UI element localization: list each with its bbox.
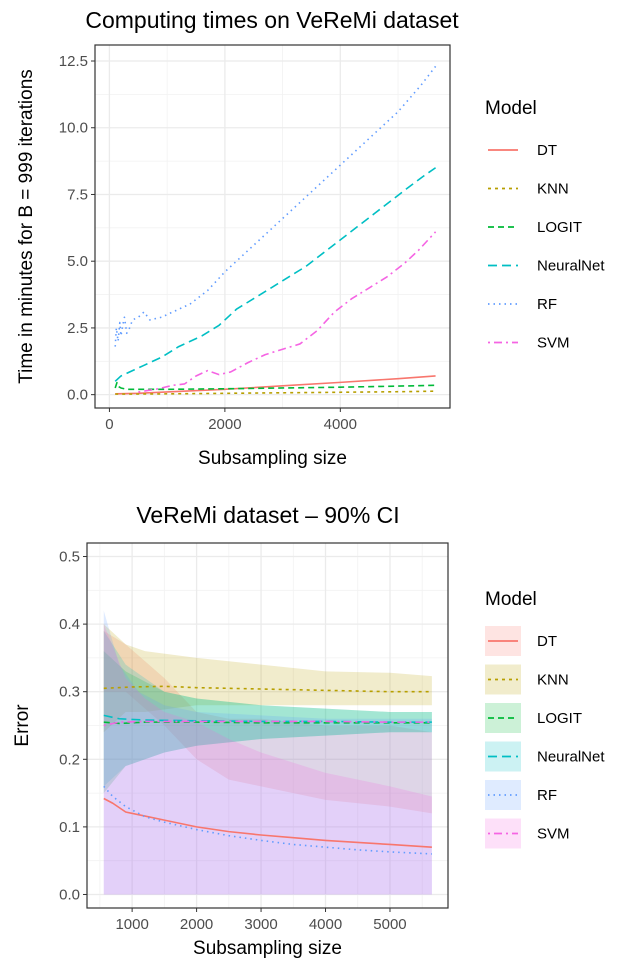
legend-label: RF <box>537 296 557 313</box>
legend-label: KNN <box>537 181 569 198</box>
y-tick-label: 5.0 <box>67 253 88 270</box>
legend-label: SVM <box>537 335 570 352</box>
series-line-knn <box>115 390 436 395</box>
chart-panel-1: 0 2000 4000 0.0 2.5 5.0 7.5 10.0 12.5 Computing t… <box>16 7 605 469</box>
plot-area <box>114 65 437 395</box>
series-line-svm <box>138 231 437 393</box>
legend-title: Model <box>485 589 537 610</box>
x-tick-label: 3000 <box>244 916 277 933</box>
series-line-dt <box>115 375 436 395</box>
x-axis-title: Subsampling size <box>198 448 347 469</box>
legend-label: NeuralNet <box>537 749 605 766</box>
y-axis-title: Error <box>12 704 33 747</box>
series-line-neuralnet <box>114 167 437 382</box>
y-tick-label: 0.4 <box>59 616 80 633</box>
legend-label: NeuralNet <box>537 258 605 275</box>
y-tick-label: 10.0 <box>59 120 88 137</box>
legend: Model DT KNN LOGIT NeuralNet RF SVM <box>485 98 605 352</box>
legend-item-svm: SVM <box>485 818 570 849</box>
x-axis-title: Subsampling size <box>193 938 342 959</box>
legend-item-rf: RF <box>485 780 557 810</box>
x-tick-label: 2000 <box>180 916 213 933</box>
y-tick-label: 2.5 <box>67 320 88 337</box>
x-tick-label: 4000 <box>324 416 357 433</box>
panel-border <box>86 542 449 909</box>
y-tick-label: 0.5 <box>59 549 80 566</box>
legend: Model DT KNN LOGIT NeuralNet RF SVM <box>485 589 605 849</box>
legend-label: LOGIT <box>537 219 582 236</box>
y-tick-label: 0.3 <box>59 684 80 701</box>
grid <box>95 45 450 408</box>
ci-band-knn <box>103 624 432 733</box>
legend-label: RF <box>537 787 557 804</box>
x-tick-label: 4000 <box>309 916 342 933</box>
legend-item-neuralnet: NeuralNet <box>488 258 605 275</box>
legend-item-svm: SVM <box>488 335 570 352</box>
series-line-rf <box>114 65 437 347</box>
ci-band-neuralnet <box>103 630 432 787</box>
y-tick-label: 0.1 <box>59 819 80 836</box>
x-tick-label: 5000 <box>373 916 406 933</box>
y-tick-label: 12.5 <box>59 53 88 70</box>
legend-item-neuralnet: NeuralNet <box>485 741 605 772</box>
legend-key-fill <box>485 780 521 810</box>
grid <box>87 543 448 908</box>
x-tick-label: 1000 <box>115 916 148 933</box>
chart-title: VeReMi dataset – 90% CI <box>136 502 399 528</box>
legend-item-dt: DT <box>485 626 557 656</box>
series-line-dt <box>103 797 432 848</box>
series-line-rf <box>103 785 432 855</box>
y-tick-label: 7.5 <box>67 186 88 203</box>
legend-item-knn: KNN <box>485 664 569 695</box>
series-line-logit <box>103 721 432 725</box>
ci-band-rf <box>103 610 432 895</box>
chart-panel-2: 1000 2000 3000 4000 5000 0.0 0.1 0.2 0.3 0.4 0.5 Ve… <box>12 502 605 959</box>
y-tick-label: 0.0 <box>59 886 80 903</box>
plot-area <box>103 610 432 895</box>
x-tick-label: 2000 <box>208 416 241 433</box>
legend-item-dt: DT <box>488 142 557 159</box>
legend-item-knn: KNN <box>488 181 569 198</box>
legend-title: Model <box>485 98 537 119</box>
y-axis-title: Time in minutes for B = 999 iterations <box>16 69 37 384</box>
legend-label: KNN <box>537 672 569 689</box>
legend-label: DT <box>537 142 557 159</box>
legend-item-logit: LOGIT <box>488 219 582 236</box>
x-tick-label: 0 <box>105 416 113 433</box>
legend-label: DT <box>537 633 557 650</box>
legend-label: LOGIT <box>537 710 582 727</box>
series-line-neuralnet <box>103 714 432 723</box>
panel-border <box>94 44 451 409</box>
legend-label: SVM <box>537 826 570 843</box>
y-tick-label: 0.2 <box>59 751 80 768</box>
legend-item-rf: RF <box>488 296 557 313</box>
legend-item-logit: LOGIT <box>485 703 582 733</box>
series-line-knn <box>103 685 432 693</box>
chart-title: Computing times on VeReMi dataset <box>85 7 459 33</box>
y-tick-label: 0.0 <box>67 387 88 404</box>
series-line-logit <box>114 381 436 391</box>
